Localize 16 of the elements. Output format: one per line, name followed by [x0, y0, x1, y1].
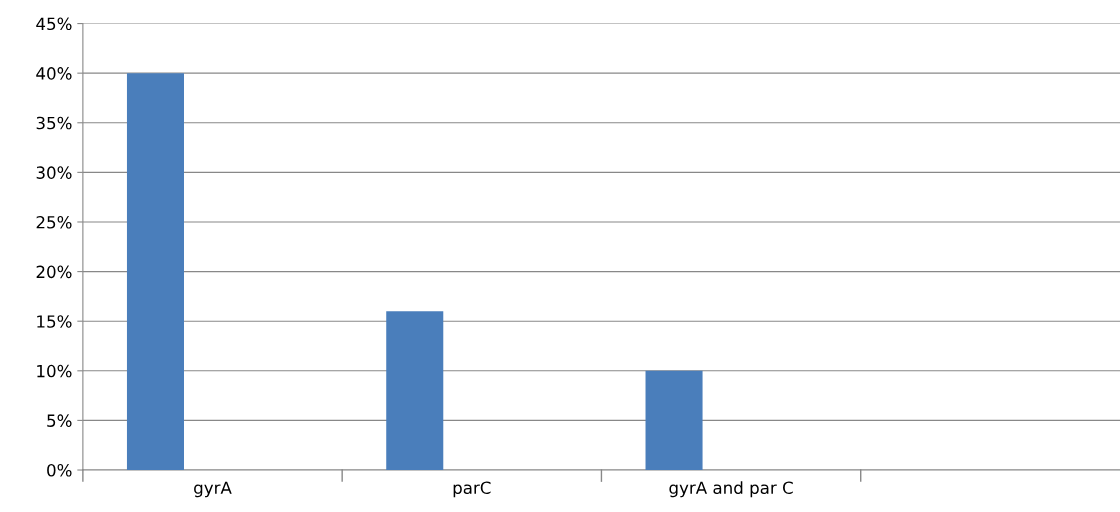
y-tick-label: 30%: [36, 166, 72, 179]
y-tick-label: 10%: [37, 364, 72, 378]
y-tick-label: 35%: [36, 116, 72, 130]
y-tick-label: 45%: [36, 17, 72, 31]
y-tick-label: 25%: [36, 215, 72, 229]
y-tick-label: 15%: [37, 315, 72, 328]
x-tick-label: parC: [453, 481, 491, 498]
x-tick-label: gyrA and par C: [669, 481, 793, 498]
y-tick-label: 20%: [36, 265, 72, 279]
x-tick-label: gyrA: [194, 481, 232, 498]
bar: [126, 73, 184, 471]
bar: [645, 370, 703, 471]
y-tick-label: 0%: [47, 463, 72, 477]
bar: [386, 311, 444, 471]
y-tick-label: 5%: [47, 414, 72, 427]
y-tick-label: 40%: [36, 67, 72, 80]
